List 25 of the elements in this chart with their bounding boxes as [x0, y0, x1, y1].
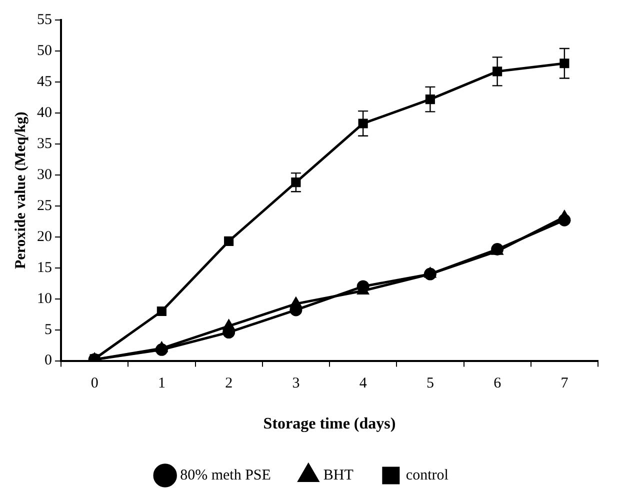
x-tick-label: 1 [158, 376, 166, 392]
x-axis-title: Storage time (days) [263, 416, 396, 433]
y-tick-label: 45 [37, 74, 52, 90]
y-tick-label: 25 [37, 198, 52, 214]
legend-label: 80% meth PSE [180, 467, 271, 484]
y-tick-label: 55 [37, 12, 52, 28]
y-tick-label: 20 [37, 228, 52, 245]
x-tick-label: 6 [494, 376, 502, 392]
y-tick-label: 15 [37, 260, 52, 276]
x-tick-label: 4 [359, 376, 368, 392]
y-tick-label: 50 [37, 42, 52, 59]
y-tick-label: 30 [37, 166, 52, 183]
x-tick-label: 0 [90, 376, 98, 392]
x-tick-label: 2 [225, 376, 233, 392]
x-tick-label: 5 [426, 376, 434, 392]
x-tick-label: 3 [292, 376, 300, 392]
y-axis-title: Peroxide value (Meq/kg) [12, 112, 29, 269]
legend-label: control [406, 467, 448, 484]
y-tick-label: 35 [37, 136, 52, 152]
y-tick-label: 10 [37, 290, 52, 307]
legend-label: BHT [323, 467, 354, 484]
y-tick-label: 0 [44, 352, 52, 369]
x-tick-label: 7 [560, 376, 569, 392]
y-tick-label: 5 [44, 322, 52, 338]
y-tick-label: 40 [37, 104, 52, 121]
